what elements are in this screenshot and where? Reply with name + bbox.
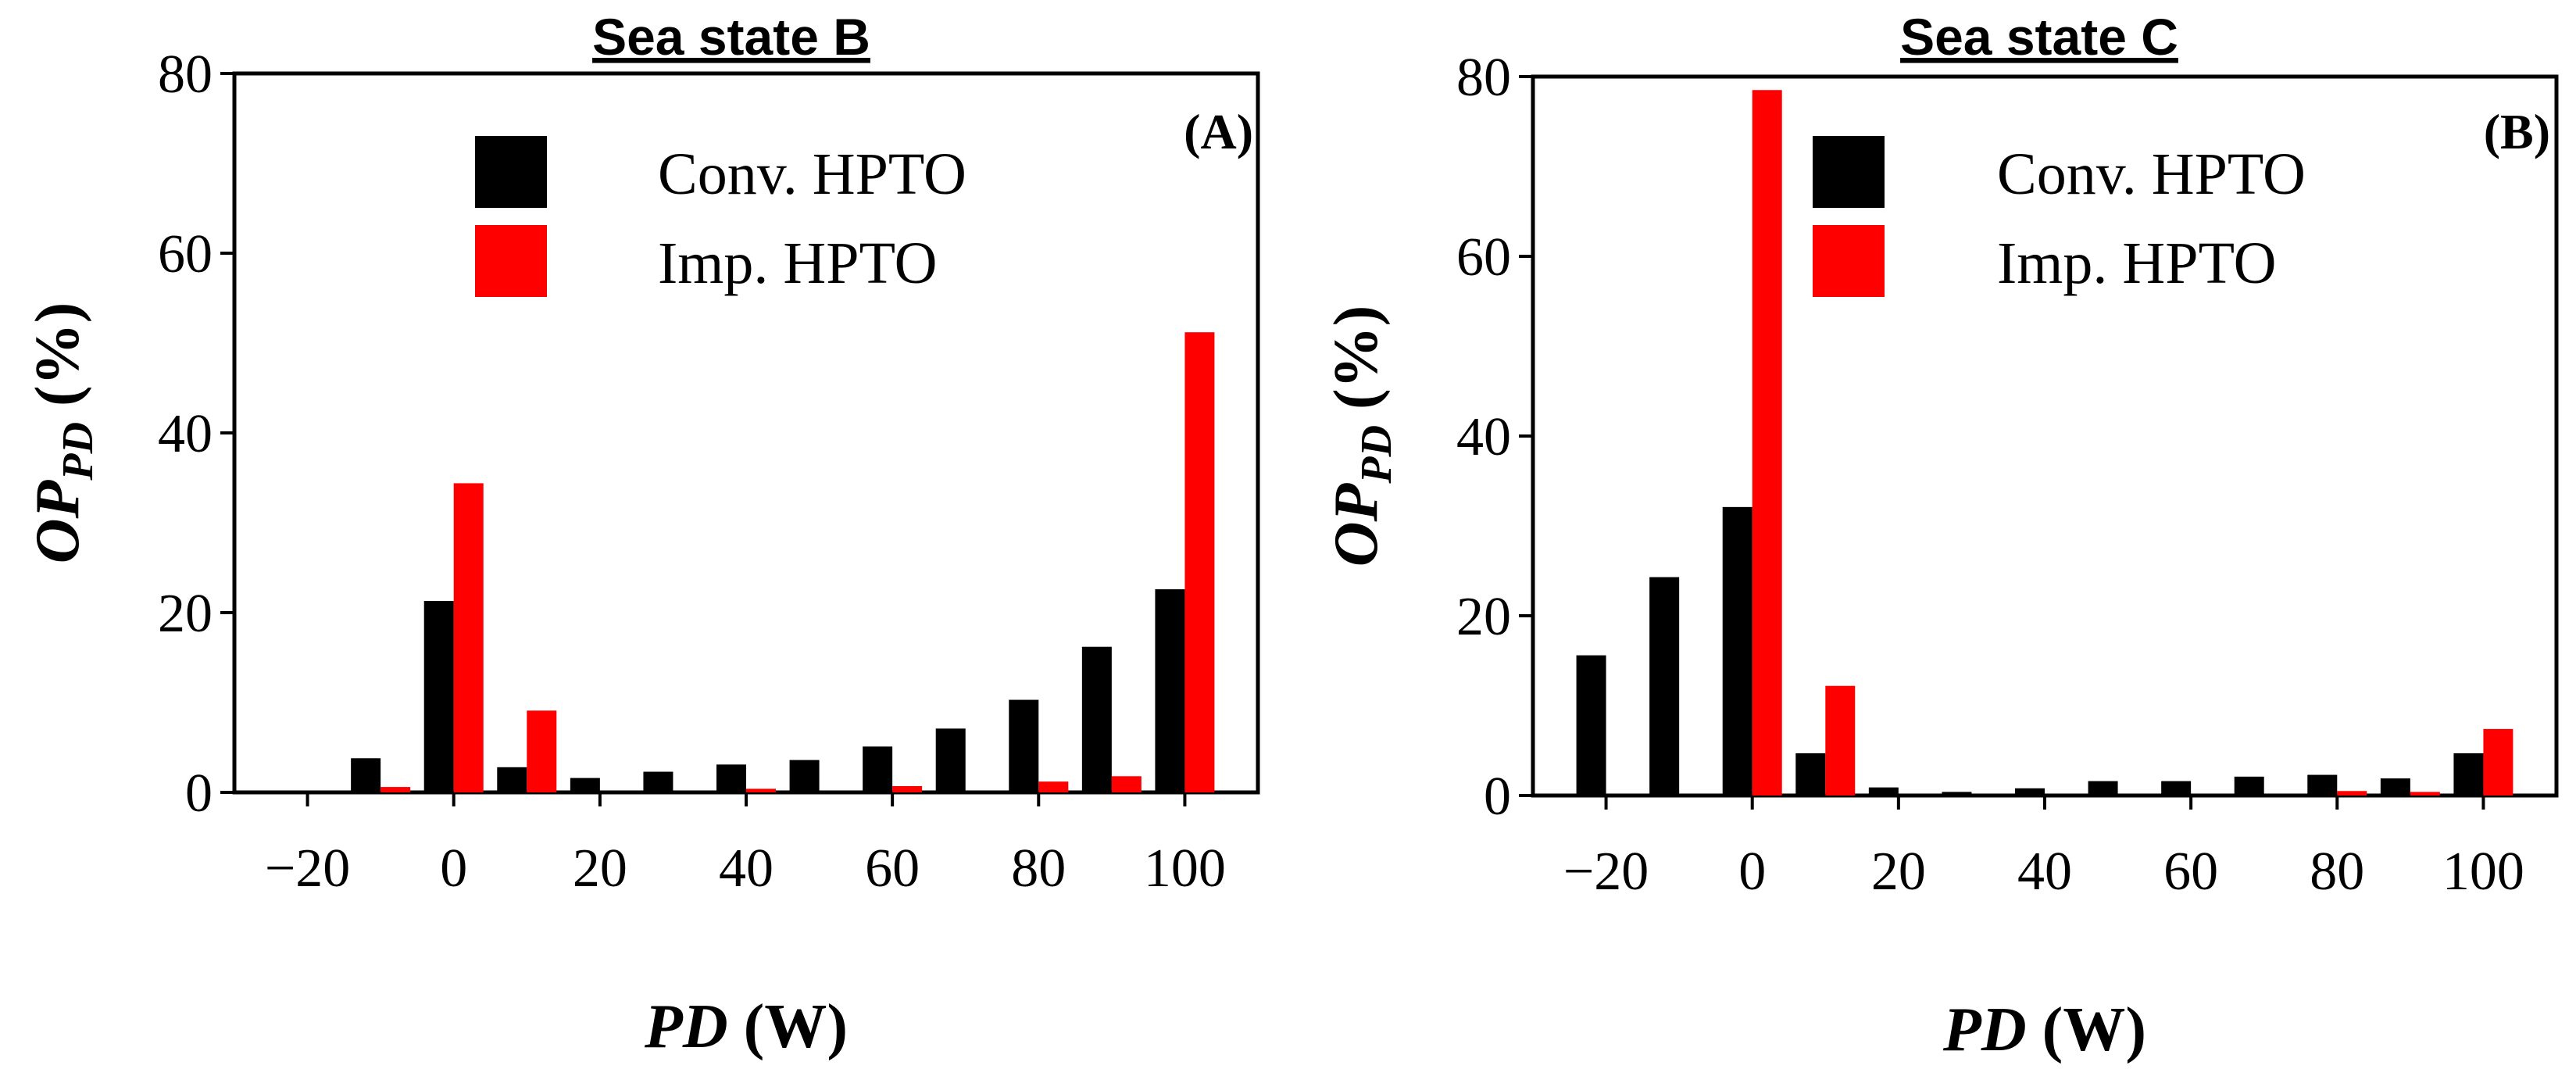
- bar-conv-a: [935, 728, 966, 792]
- bar-conv-a: [351, 758, 381, 792]
- x-axis-label-b: PD (W): [1942, 996, 2146, 1064]
- bar-imp-a: [527, 710, 557, 792]
- y-axis-label-unit-a: (%): [23, 302, 92, 406]
- chart-panel-b: Sea state C 0 20 40 60 80 −20 0 20 40 60 80 100 (B…: [1322, 8, 2559, 1064]
- bar-imp-a: [892, 785, 923, 792]
- x-tick-label: −20: [1563, 842, 1649, 902]
- bar-imp-b: [1752, 90, 1782, 795]
- legend-swatch-conv-b: [1813, 136, 1885, 208]
- legend-swatch-imp-b: [1813, 225, 1885, 297]
- bar-conv-a: [497, 767, 527, 792]
- x-tick-label: 100: [1144, 838, 1226, 899]
- legend-label-imp-a: Imp. HPTO: [658, 231, 938, 296]
- bar-conv-a: [570, 778, 600, 792]
- legend-label-conv-b: Conv. HPTO: [1997, 141, 2306, 207]
- bar-conv-a: [716, 764, 746, 792]
- chart-title-b: Sea state C: [1900, 8, 2178, 66]
- x-tick-label: 0: [440, 838, 467, 899]
- bar-imp-a: [1111, 776, 1142, 792]
- bar-imp-a: [746, 788, 776, 792]
- x-axis-label-unit-a: (W): [744, 992, 848, 1061]
- bar-conv-b: [1576, 655, 1606, 795]
- bar-conv-b: [1649, 577, 1680, 795]
- x-ticks-b: −20 0 20 40 60 80 100: [1563, 795, 2524, 902]
- legend-swatch-imp-a: [475, 225, 547, 297]
- x-axis-label-var-a: PD: [644, 992, 728, 1061]
- y-tick-label: 20: [158, 584, 213, 644]
- bars-a: [351, 332, 1215, 792]
- y-tick-label: 80: [1456, 48, 1511, 108]
- y-axis-label-var-b: OP: [1322, 483, 1391, 567]
- bar-conv-b: [1722, 506, 1752, 795]
- bar-conv-b: [2307, 774, 2338, 795]
- x-axis-label-unit-b: (W): [2042, 996, 2146, 1064]
- y-axis-label-unit-b: (%): [1322, 306, 1391, 409]
- bar-conv-a: [863, 746, 893, 792]
- bar-conv-a: [643, 771, 673, 792]
- y-axis-label-a: OPPD (%): [23, 302, 102, 564]
- bar-imp-b: [2337, 791, 2367, 795]
- bar-conv-a: [789, 760, 820, 792]
- x-tick-label: 100: [2442, 842, 2524, 902]
- x-tick-label: 40: [719, 838, 774, 899]
- bar-imp-a: [1184, 332, 1215, 792]
- y-axis-label-sub-a: PD: [54, 422, 102, 481]
- y-tick-label: 40: [158, 404, 213, 464]
- bar-conv-a: [1081, 646, 1112, 792]
- bar-conv-b: [2234, 776, 2264, 795]
- bar-imp-a: [1038, 781, 1069, 792]
- bar-conv-b: [1868, 787, 1899, 795]
- y-tick-label: 40: [1456, 407, 1511, 467]
- y-tick-label: 0: [1484, 767, 1511, 827]
- y-tick-label: 60: [158, 224, 213, 284]
- legend-label-imp-b: Imp. HPTO: [1997, 231, 2277, 296]
- x-tick-label: −20: [265, 838, 350, 899]
- y-tick-label: 20: [1456, 587, 1511, 647]
- bar-conv-a: [1155, 589, 1185, 792]
- bar-conv-b: [2015, 788, 2045, 795]
- chart-title-a: Sea state B: [592, 8, 870, 66]
- x-axis-label-var-b: PD: [1942, 996, 2027, 1064]
- bar-conv-b: [1795, 753, 1826, 795]
- bar-imp-b: [1825, 685, 1856, 795]
- y-ticks-b: 0 20 40 60 80: [1456, 48, 1533, 827]
- panel-label-a: (A): [1184, 104, 1253, 159]
- bar-imp-a: [381, 787, 411, 792]
- x-tick-label: 60: [2163, 842, 2218, 902]
- x-tick-label: 60: [865, 838, 920, 899]
- y-axis-label-b: OPPD (%): [1322, 306, 1401, 567]
- y-tick-label: 0: [185, 763, 213, 824]
- bar-imp-b: [2483, 728, 2513, 795]
- x-axis-label-a: PD (W): [644, 992, 848, 1061]
- y-axis-label-sub-b: PD: [1352, 425, 1401, 484]
- x-tick-label: 40: [2017, 842, 2072, 902]
- bar-conv-a: [1009, 699, 1039, 792]
- y-tick-label: 60: [1456, 227, 1511, 288]
- chart-panel-a: Sea state B 0 20 40 60 80 −20 0 20 40 60 80 100 (A…: [23, 8, 1260, 1061]
- legend-swatch-conv-a: [475, 136, 547, 208]
- x-tick-label: 20: [573, 838, 627, 899]
- x-ticks-a: −20 0 20 40 60 80 100: [265, 792, 1226, 899]
- panel-label-b: (B): [2484, 104, 2550, 159]
- x-tick-label: 80: [1011, 838, 1066, 899]
- x-tick-label: 80: [2310, 842, 2364, 902]
- bar-conv-b: [2161, 781, 2192, 795]
- bar-conv-a: [423, 601, 454, 792]
- bar-conv-b: [2453, 753, 2484, 795]
- bars-b: [1576, 90, 2513, 795]
- bar-imp-b: [2410, 792, 2440, 795]
- legend-label-conv-a: Conv. HPTO: [658, 141, 966, 207]
- bar-conv-b: [2380, 778, 2410, 795]
- bar-conv-b: [2088, 781, 2118, 795]
- x-tick-label: 20: [1871, 842, 1926, 902]
- y-tick-label: 80: [158, 45, 213, 105]
- x-tick-label: 0: [1738, 842, 1766, 902]
- bar-conv-b: [1942, 792, 1972, 795]
- y-ticks-a: 0 20 40 60 80: [158, 45, 234, 824]
- bar-imp-a: [453, 483, 484, 792]
- y-axis-label-var-a: OP: [23, 480, 92, 564]
